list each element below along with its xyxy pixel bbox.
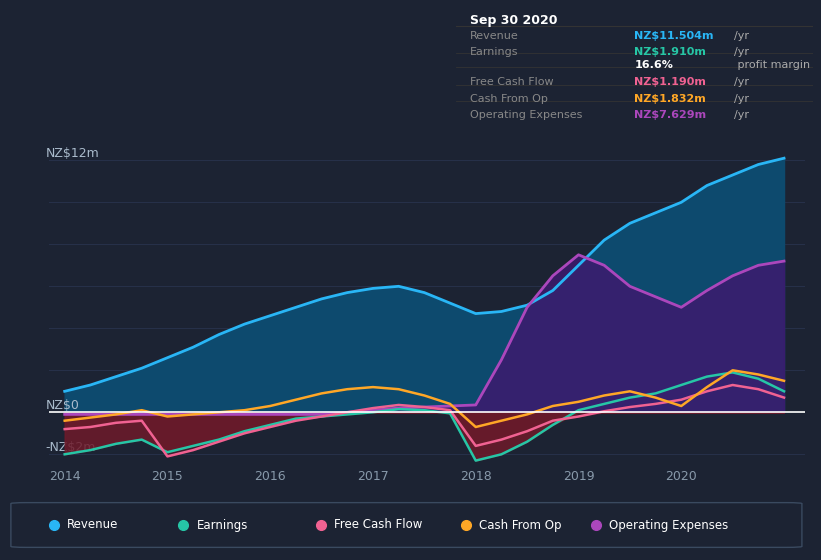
Text: 16.6%: 16.6%	[635, 60, 673, 70]
Text: NZ$1.190m: NZ$1.190m	[635, 77, 706, 87]
Text: /yr: /yr	[734, 77, 750, 87]
Text: /yr: /yr	[734, 94, 750, 104]
FancyBboxPatch shape	[11, 503, 802, 547]
Text: /yr: /yr	[734, 47, 750, 57]
Text: Revenue: Revenue	[67, 519, 118, 531]
Text: Operating Expenses: Operating Expenses	[470, 110, 582, 120]
Text: Operating Expenses: Operating Expenses	[608, 519, 728, 531]
Text: Free Cash Flow: Free Cash Flow	[334, 519, 422, 531]
Text: Revenue: Revenue	[470, 31, 519, 41]
Text: Cash From Op: Cash From Op	[479, 519, 562, 531]
Text: NZ$11.504m: NZ$11.504m	[635, 31, 713, 41]
Text: NZ$0: NZ$0	[45, 399, 80, 412]
Text: Free Cash Flow: Free Cash Flow	[470, 77, 553, 87]
Text: Sep 30 2020: Sep 30 2020	[470, 15, 557, 27]
Text: Earnings: Earnings	[196, 519, 248, 531]
Text: NZ$1.910m: NZ$1.910m	[635, 47, 706, 57]
Text: -NZ$2m: -NZ$2m	[45, 441, 96, 454]
Text: profit margin: profit margin	[734, 60, 810, 70]
Text: NZ$1.832m: NZ$1.832m	[635, 94, 706, 104]
Text: NZ$7.629m: NZ$7.629m	[635, 110, 706, 120]
Text: Earnings: Earnings	[470, 47, 518, 57]
Text: Cash From Op: Cash From Op	[470, 94, 548, 104]
Text: NZ$12m: NZ$12m	[45, 147, 99, 160]
Text: /yr: /yr	[734, 31, 750, 41]
Text: /yr: /yr	[734, 110, 750, 120]
